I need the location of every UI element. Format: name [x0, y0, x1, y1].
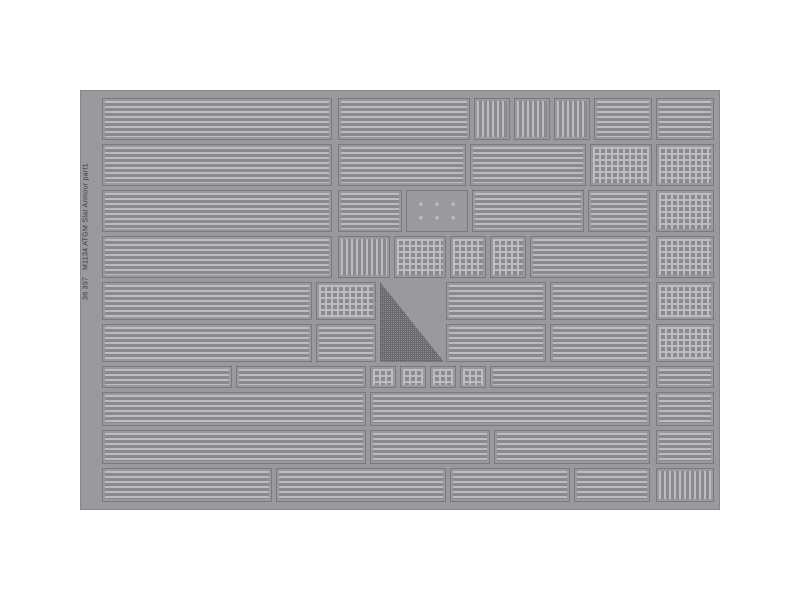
etch-panel-p33: [450, 236, 486, 278]
etch-panel-p30: [102, 236, 332, 278]
etch-panel-p36: [656, 236, 714, 278]
etch-panel-p05: [554, 98, 590, 140]
label-code: 36 397: [83, 277, 90, 300]
etch-panel-p21: [338, 190, 402, 232]
etch-panel-p80: [102, 430, 366, 464]
etch-panel-p45: [656, 282, 714, 320]
etch-panel-p81: [370, 430, 490, 464]
etch-panel-p34: [490, 236, 526, 278]
etch-panel-p70: [102, 392, 366, 426]
etch-panel-p50: [102, 324, 312, 362]
etch-panel-p04: [514, 98, 550, 140]
etch-panel-p25: [656, 190, 714, 232]
etch-panel-p31: [338, 236, 390, 278]
etch-panel-p54: [550, 324, 650, 362]
etch-panel-p20: [102, 190, 332, 232]
etch-panel-p91: [276, 468, 446, 502]
etch-panel-p60: [102, 366, 232, 388]
etch-panel-p41: [316, 282, 376, 320]
etch-panel-p12: [470, 144, 586, 186]
etch-panel-p72: [656, 392, 714, 426]
etch-panel-p62: [370, 366, 396, 388]
mesh-triangle: [380, 282, 444, 362]
etch-panel-p02: [338, 98, 470, 140]
etch-panel-p55: [656, 324, 714, 362]
etch-panel-p90: [102, 468, 272, 502]
etch-panel-p43: [446, 282, 546, 320]
etch-panel-p22: [406, 190, 468, 232]
etch-panel-p03: [474, 98, 510, 140]
etch-panel-p10: [102, 144, 332, 186]
photo-etch-fret: 36 397 M1134 ATGM Slat Armour part1: [80, 90, 720, 510]
etch-panel-p07: [656, 98, 714, 140]
etch-panel-p61: [236, 366, 366, 388]
etch-panel-p53: [446, 324, 546, 362]
etch-panel-p32: [394, 236, 446, 278]
etch-panel-p82: [494, 430, 650, 464]
etch-panel-p23: [472, 190, 584, 232]
etch-panel-p14: [656, 144, 714, 186]
etch-panel-p11: [338, 144, 466, 186]
etch-panel-p83: [656, 430, 714, 464]
etch-panel-p64: [430, 366, 456, 388]
etch-panel-p01: [102, 98, 332, 140]
etch-panel-p92: [450, 468, 570, 502]
etch-panel-p13: [590, 144, 652, 186]
etch-panel-p94: [656, 468, 714, 502]
etch-panel-p63: [400, 366, 426, 388]
etch-panel-p24: [588, 190, 650, 232]
etch-panel-p71: [370, 392, 650, 426]
label-title: M1134 ATGM Slat Armour part1: [83, 163, 90, 270]
etch-panel-p44: [550, 282, 650, 320]
fret-label: 36 397 M1134 ATGM Slat Armour part1: [83, 163, 90, 300]
etch-panel-p35: [530, 236, 650, 278]
etch-panel-p93: [574, 468, 650, 502]
etch-panel-p06: [594, 98, 652, 140]
etch-panel-p51: [316, 324, 376, 362]
etch-panel-p65: [460, 366, 486, 388]
etch-panel-p67: [656, 366, 714, 388]
etch-panel-p40: [102, 282, 312, 320]
etch-panel-p66: [490, 366, 650, 388]
